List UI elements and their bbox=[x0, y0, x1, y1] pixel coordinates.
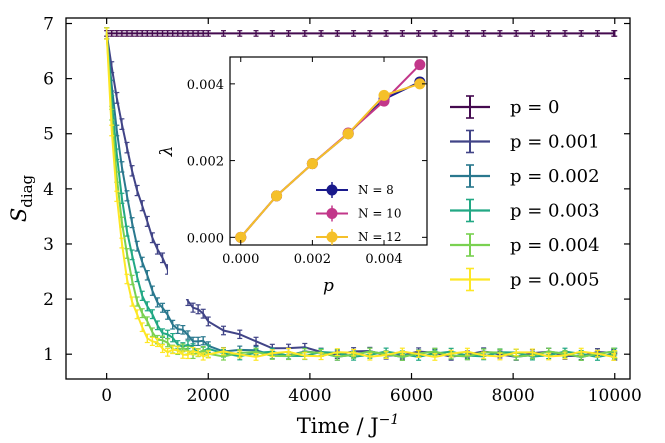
x-tick-label: 4000 bbox=[288, 386, 331, 406]
legend-label: p = 0.003 bbox=[510, 201, 600, 222]
inset-x-tick-label: 0.000 bbox=[222, 252, 259, 267]
x-tick-label: 6000 bbox=[390, 386, 433, 406]
legend-entry-3: p = 0.003 bbox=[450, 198, 600, 223]
y-axis-title-sub: diag bbox=[18, 174, 36, 207]
x-axis-title: Time / J−1 bbox=[297, 412, 400, 438]
inset-series-2 bbox=[235, 78, 426, 243]
series-group bbox=[104, 27, 618, 361]
y-tick-label: 6 bbox=[43, 70, 54, 90]
inset-y-axis-title: λ bbox=[157, 146, 177, 158]
legend-label: p = 0.002 bbox=[510, 166, 600, 187]
y-axis-title-main: S bbox=[7, 208, 31, 222]
legend-label: p = 0.004 bbox=[510, 235, 600, 256]
x-tick-label: 0 bbox=[101, 386, 112, 406]
inset-legend-entry-2: N = 12 bbox=[316, 229, 401, 245]
inset-point bbox=[378, 89, 390, 101]
plot-frame bbox=[65, 17, 631, 380]
y-tick-label: 2 bbox=[43, 290, 54, 310]
legend-entry-5: p = 0.005 bbox=[450, 267, 600, 292]
x-tick-label: 8000 bbox=[492, 386, 535, 406]
inset-point bbox=[414, 78, 426, 90]
y-tick-label: 7 bbox=[43, 15, 54, 35]
inset-x-axis-title: p bbox=[323, 276, 334, 296]
inset-y-tick-label: 0.000 bbox=[187, 231, 224, 246]
inset-point bbox=[306, 158, 318, 170]
x-tick-label: 2000 bbox=[187, 386, 230, 406]
legend-label: p = 0 bbox=[510, 97, 560, 118]
x-axis-title-sup: −1 bbox=[379, 412, 400, 428]
legend-entry-4: p = 0.004 bbox=[450, 233, 600, 257]
x-tick-label: 10000 bbox=[588, 386, 642, 406]
main-legend: p = 0 p = 0.001 p = 0.002 p = 0.003 p = 0.00… bbox=[450, 95, 600, 292]
legend-label: p = 0.005 bbox=[510, 270, 600, 291]
y-tick-label: 4 bbox=[43, 180, 54, 200]
series-5 bbox=[104, 27, 618, 361]
inset-legend-marker bbox=[326, 208, 338, 219]
legend-label: p = 0.001 bbox=[510, 132, 600, 153]
inset-legend-entry-0: N = 8 bbox=[316, 182, 394, 198]
inset-point bbox=[271, 190, 283, 202]
x-axis-title-main: Time / J bbox=[297, 414, 379, 438]
y-axis-title: Sdiag bbox=[7, 174, 36, 222]
y-tick-label: 5 bbox=[43, 125, 54, 145]
main-plot: 0 2000 4000 6000 8000 10000 1 2 3 4 5 6 7 Time / J−1 S… bbox=[7, 15, 642, 438]
legend-entry-0: p = 0 bbox=[450, 95, 560, 119]
inset-point bbox=[342, 128, 354, 140]
inset-series-line bbox=[239, 82, 421, 238]
inset-legend: N = 8 N = 10 N = 12 bbox=[316, 182, 401, 245]
inset-x-tick-label: 0.004 bbox=[365, 252, 402, 267]
legend-entry-2: p = 0.002 bbox=[450, 164, 600, 188]
inset-legend-marker bbox=[326, 231, 338, 243]
inset-y-tick-label: 0.004 bbox=[187, 78, 224, 93]
y-tick-label: 3 bbox=[43, 235, 54, 255]
inset-legend-entry-1: N = 10 bbox=[316, 205, 401, 222]
inset-x-tick-label: 0.002 bbox=[294, 252, 331, 267]
inset-frame bbox=[229, 56, 428, 246]
inset-legend-marker bbox=[326, 184, 338, 196]
inset-legend-label: N = 8 bbox=[358, 183, 394, 197]
series-0 bbox=[104, 30, 618, 37]
y-tick-label: 1 bbox=[43, 345, 54, 365]
inset-point bbox=[235, 231, 247, 243]
inset-legend-label: N = 12 bbox=[358, 230, 401, 244]
inset-y-tick-label: 0.002 bbox=[187, 155, 224, 170]
inset-legend-label: N = 10 bbox=[358, 207, 401, 221]
inset-point bbox=[414, 59, 426, 71]
legend-entry-1: p = 0.001 bbox=[450, 129, 600, 154]
